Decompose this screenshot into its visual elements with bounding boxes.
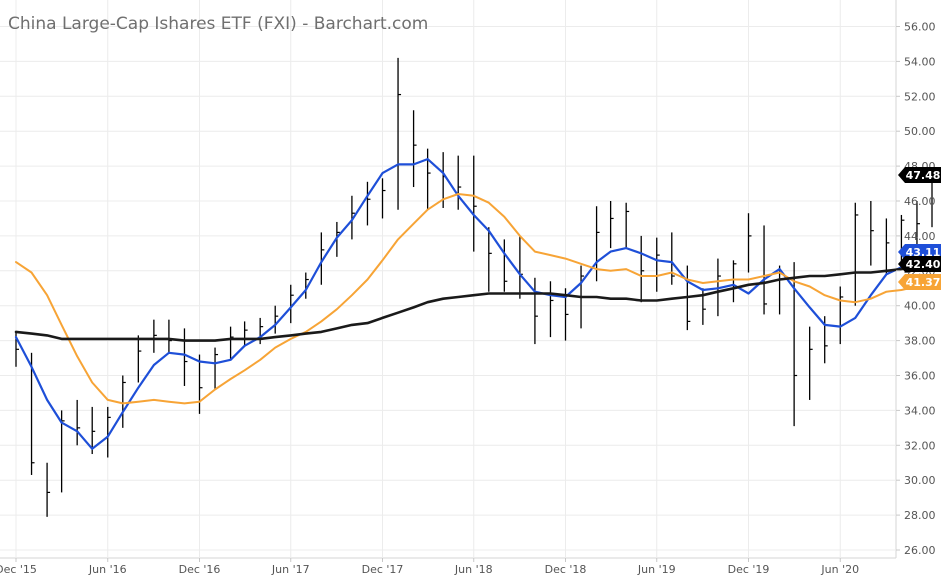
- y-tick-label: 52.00: [904, 90, 936, 103]
- price-label-text: 42.40: [906, 258, 941, 271]
- price-bar: [320, 232, 325, 285]
- price-bar: [30, 352, 35, 475]
- y-tick-label: 56.00: [904, 21, 936, 34]
- price-bar: [137, 335, 142, 383]
- price-bar: [809, 326, 813, 400]
- price-bar: [839, 286, 844, 345]
- price-bar: [763, 225, 768, 315]
- price-bar: [76, 399, 81, 446]
- y-tick-label: 34.00: [904, 404, 936, 417]
- y-tick-label: 28.00: [904, 509, 936, 522]
- y-tick-label: 40.00: [904, 300, 936, 313]
- price-bar: [488, 227, 492, 292]
- price-bar: [168, 319, 172, 353]
- price-bar: [824, 316, 828, 364]
- price-bar: [183, 328, 188, 386]
- price-bar: [366, 181, 371, 226]
- price-label-text: 43.11: [906, 246, 941, 259]
- price-bar: [229, 326, 234, 360]
- price-label-shape: [898, 167, 941, 183]
- price-bar: [625, 202, 630, 249]
- price-bar: [793, 262, 798, 427]
- price-bar: [336, 221, 340, 257]
- price-bar: [457, 155, 462, 210]
- price-bar: [640, 235, 645, 303]
- series-line-1: [14, 158, 934, 450]
- price-bar: [870, 201, 874, 266]
- price-bar: [412, 110, 417, 188]
- price-bar: [671, 232, 675, 285]
- price-bar: [243, 321, 248, 346]
- price-bar: [153, 319, 157, 353]
- price-bar: [534, 277, 538, 345]
- price-bar: [854, 202, 859, 306]
- price-bar: [609, 201, 614, 249]
- x-tick-label: Jun '16: [88, 563, 127, 576]
- price-bar: [473, 155, 477, 252]
- price-bar: [519, 235, 523, 299]
- price-label-text: 41.37: [906, 276, 941, 289]
- y-tick-label: 50.00: [904, 125, 936, 138]
- y-tick-label: 46.00: [904, 195, 936, 208]
- x-tick-label: Jun '17: [271, 563, 310, 576]
- price-label-flag: 47.48: [898, 167, 941, 183]
- price-bar: [274, 305, 279, 334]
- y-tick-label: 30.00: [904, 474, 936, 487]
- y-tick-label: 36.00: [904, 370, 936, 383]
- y-tick-label: 38.00: [904, 335, 936, 348]
- price-label-text: 47.48: [906, 169, 941, 182]
- x-tick-label: Dec '17: [362, 563, 404, 576]
- x-tick-label: Dec '15: [0, 563, 37, 576]
- price-bar: [549, 281, 554, 338]
- price-bar: [732, 260, 737, 303]
- price-bar: [656, 237, 660, 292]
- x-tick-label: Jun '20: [820, 563, 859, 576]
- price-bar: [381, 178, 386, 219]
- price-label-flag: 42.40: [898, 256, 941, 272]
- x-tick-label: Dec '19: [728, 563, 770, 576]
- price-bar: [60, 410, 65, 493]
- price-bar: [397, 57, 402, 210]
- chart-title: China Large-Cap Ishares ETF (FXI) - Barc…: [8, 14, 429, 34]
- series-line-2: [15, 193, 933, 405]
- y-tick-label: 44.00: [904, 230, 936, 243]
- y-tick-label: 26.00: [904, 544, 936, 557]
- y-tick-label: 32.00: [904, 439, 936, 452]
- y-tick-label: 54.00: [904, 55, 936, 68]
- series-line-3: [14, 262, 934, 342]
- price-bar: [91, 406, 96, 455]
- price-bar: [503, 239, 508, 292]
- price-bar: [351, 195, 355, 240]
- price-label-shape: [898, 274, 941, 290]
- price-bar: [214, 347, 219, 390]
- price-bar: [46, 462, 51, 517]
- price-bar: [885, 218, 890, 275]
- price-bar: [122, 375, 126, 428]
- x-tick-label: Jun '19: [637, 563, 676, 576]
- price-label-shape: [898, 256, 941, 272]
- price-bar: [198, 354, 203, 414]
- x-tick-label: Dec '18: [545, 563, 587, 576]
- price-bar: [290, 284, 294, 324]
- price-bar: [305, 272, 309, 299]
- x-tick-label: Dec '16: [179, 563, 221, 576]
- x-tick-label: Jun '18: [454, 563, 493, 576]
- price-bar: [107, 406, 111, 458]
- price-bar: [747, 213, 752, 273]
- price-label-flag: 41.37: [898, 274, 941, 290]
